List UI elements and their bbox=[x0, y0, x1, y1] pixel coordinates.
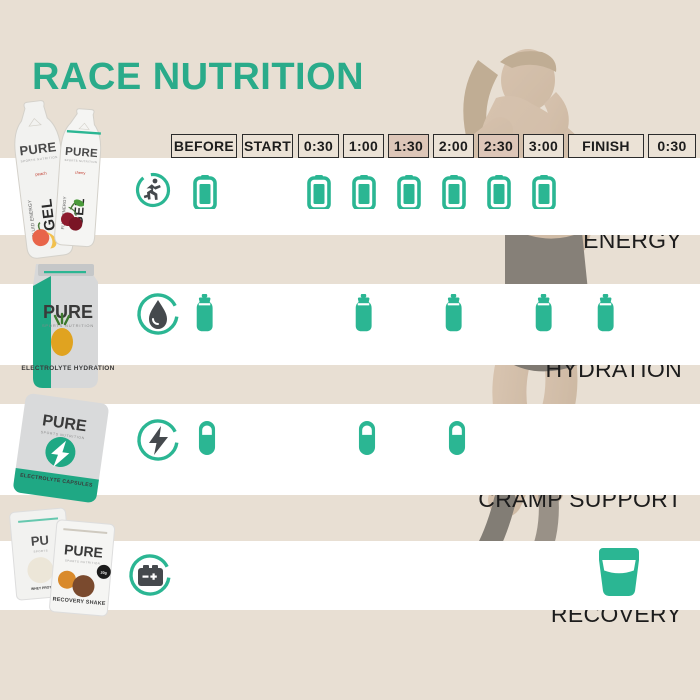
svg-text:PURE: PURE bbox=[65, 146, 99, 160]
svg-text:SPORTS NUTRITION: SPORTS NUTRITION bbox=[42, 323, 94, 328]
svg-text:PURE: PURE bbox=[63, 541, 103, 560]
svg-text:ELECTROLYTE HYDRATION: ELECTROLYTE HYDRATION bbox=[21, 365, 114, 372]
svg-text:20g: 20g bbox=[100, 571, 107, 576]
svg-text:cherry: cherry bbox=[75, 171, 86, 176]
